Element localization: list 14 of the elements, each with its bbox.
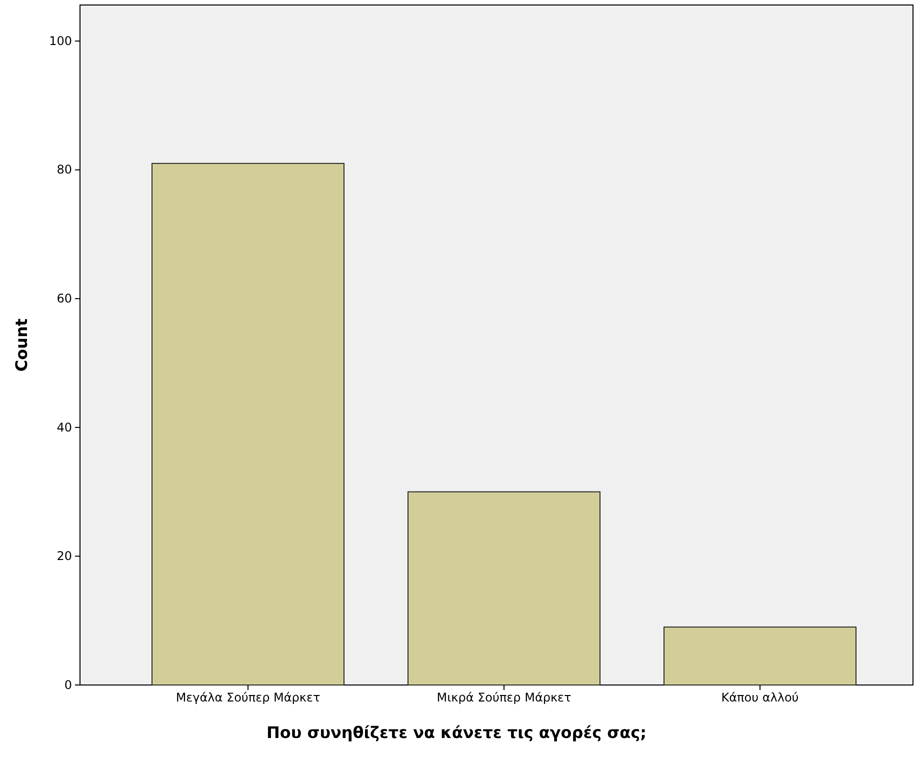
x-tick-label: Κάπου αλλού [721, 690, 799, 705]
y-tick-label: 80 [56, 162, 72, 177]
bar [664, 626, 856, 686]
y-tick-label: 0 [64, 678, 72, 692]
y-tick-label: 60 [56, 291, 72, 306]
x-axis-title: Που συνηθίζετε να κάνετε τις αγορές σας; [266, 723, 647, 742]
y-axis-title: Count [12, 318, 31, 372]
y-tick-label: 20 [56, 549, 72, 564]
bar [408, 491, 600, 686]
bar [152, 162, 344, 686]
x-tick-label: Μεγάλα Σούπερ Μάρκετ [176, 690, 320, 705]
y-tick-label: 100 [49, 34, 72, 48]
y-tick-label: 40 [56, 420, 72, 434]
x-tick-label: Μικρά Σούπερ Μάρκετ [436, 690, 572, 705]
